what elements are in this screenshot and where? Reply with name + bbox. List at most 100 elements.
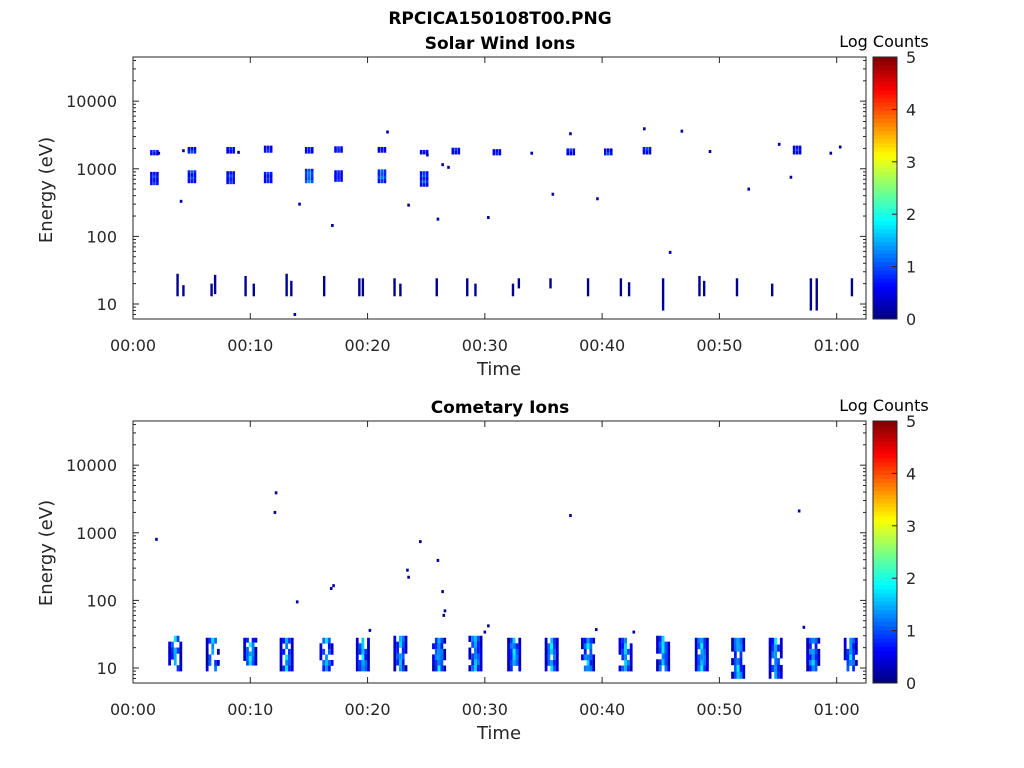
cometary-pixel [290, 637, 294, 644]
cometary-pixel [814, 637, 818, 644]
spectrum-pixel [229, 174, 232, 178]
single-count [487, 624, 490, 628]
colorbar-segment [873, 494, 897, 500]
spectrum-pixel [226, 180, 229, 185]
colorbar-segment [873, 278, 897, 283]
cometary-pixel [656, 647, 659, 654]
colorbar-segment [873, 188, 897, 193]
cometary-pixel [512, 643, 516, 650]
single-count [441, 163, 444, 167]
cometary-pixel [285, 654, 289, 661]
cometary-pixel [515, 654, 519, 661]
spectrum-pixel [334, 170, 337, 174]
cometary-pixel [736, 637, 740, 645]
colorbar-segment [873, 547, 897, 553]
spectrum-pixel [498, 152, 502, 156]
cometary-pixel [443, 654, 447, 661]
x-tick-label: 00:30 [462, 700, 508, 719]
cometary-pixel [583, 637, 587, 644]
single-count [419, 540, 422, 544]
cometary-pixel [282, 665, 286, 672]
cometary-pixel [733, 658, 737, 666]
spectrum-pixel [457, 147, 461, 152]
spectrum-pixel [383, 176, 387, 180]
colorbar-label: Log Counts [839, 32, 929, 51]
colorbar-segment [873, 666, 897, 672]
colorbar-segment [873, 642, 897, 647]
colorbar-segment [873, 654, 897, 659]
spectrum-pixel [340, 149, 343, 153]
cometary-pixel [667, 641, 671, 648]
spectrum-pixel [795, 151, 799, 155]
cometary-pixel [846, 648, 850, 655]
spectrum-pixel [153, 149, 156, 153]
cometary-pixel [806, 665, 810, 672]
cometary-pixel [555, 665, 559, 672]
single-count [708, 150, 712, 154]
x-ticks: 00:00 00:10 00:20 00:30 00:40 00:50 01:00 [110, 57, 860, 355]
spectrum-pixel [153, 171, 156, 176]
cometary-pixel [555, 648, 559, 655]
plot-border [132, 420, 867, 684]
spectrum-pixel [307, 180, 311, 184]
spectrum-pixel [425, 174, 429, 178]
cometary-pixel [700, 648, 704, 655]
cometary-pixel [474, 635, 477, 642]
single-count [443, 609, 447, 613]
spectrum-pixel [645, 150, 649, 155]
spectrum-pixel [232, 174, 235, 178]
spectrum-pixel [229, 180, 232, 185]
cometary-pixel [621, 637, 625, 644]
cometary-pixel [694, 654, 698, 661]
cometary-pixel [589, 659, 593, 666]
single-count [295, 600, 299, 604]
cometary-pixel [624, 665, 627, 672]
cometary-pixel [706, 659, 709, 666]
x-tick-label: 00:40 [579, 700, 625, 719]
cometary-pixel [629, 659, 633, 666]
cometary-pixel [664, 659, 668, 666]
spectrum-pixel [422, 177, 426, 181]
cometary-pixel [364, 665, 368, 672]
spectrum-pixel [569, 148, 573, 153]
single-count [426, 153, 429, 157]
cometary-pixel [173, 653, 177, 660]
panel-title: Cometary Ions [431, 398, 570, 418]
cometary-pixel [814, 654, 818, 661]
cometary-pixel [474, 653, 477, 660]
cometary-pixel [440, 637, 444, 644]
spectrum-pixel [792, 148, 796, 152]
cometary-pixel [246, 646, 249, 652]
colorbar-tick-label: 5 [906, 412, 916, 431]
cometary-pixel [248, 656, 252, 661]
cometary-pixel [434, 665, 438, 672]
cometary-pixel [355, 648, 359, 655]
low-energy-streak [735, 278, 739, 297]
spectrum-pixel [337, 149, 340, 153]
x-tick-label: 00:10 [227, 336, 273, 355]
cometary-pixel [437, 643, 441, 650]
cometary-pixel [358, 648, 362, 655]
single-count [483, 630, 487, 634]
low-energy-streak [619, 278, 623, 297]
spectrum-pixel [307, 171, 311, 175]
colorbar-segment [873, 302, 897, 308]
colorbar-segment [873, 564, 897, 569]
cometary-pixel [214, 637, 217, 644]
colorbar: 0 1 2 3 4 5 [872, 412, 916, 693]
cometary-pixel [697, 643, 701, 650]
colorbar-tick-label: 0 [906, 310, 916, 329]
spectrum-pixel [150, 175, 153, 179]
colorbar-segment [873, 126, 897, 132]
cometary-pixel [624, 659, 627, 666]
cometary-pixel [555, 654, 559, 661]
cometary-pixel [814, 665, 818, 672]
spectrum-pixel [269, 177, 273, 181]
spectrum-pixel [340, 178, 343, 182]
cometary-pixel [843, 648, 847, 655]
single-count [179, 199, 183, 203]
cometary-pixel [742, 637, 746, 645]
cometary-pixel [518, 643, 522, 650]
cometary-pixel [768, 658, 772, 666]
cometary-pixel [768, 637, 772, 645]
